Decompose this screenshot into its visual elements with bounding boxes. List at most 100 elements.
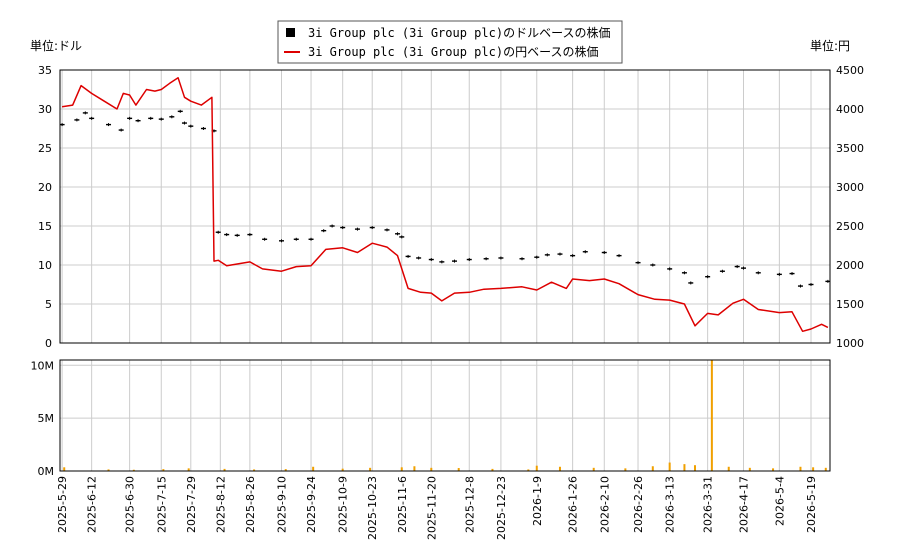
volume-bar [748, 467, 751, 471]
usd-price-point [181, 121, 187, 125]
usd-price-point [439, 260, 445, 264]
usd-price-point [118, 128, 124, 132]
volume-bar [312, 466, 315, 471]
volume-bar [491, 468, 494, 471]
usd-price-point [148, 116, 154, 120]
usd-price-point [741, 266, 747, 270]
axis-labels: 2025-5-29 2025-6-12 2025-6-30 2025-7-15 2025… [31, 64, 865, 540]
usd-price-point [498, 256, 504, 260]
x-tick-label: 2026-5-19 [805, 476, 818, 533]
usd-price-point [262, 237, 268, 241]
usd-price-point [688, 281, 694, 285]
usd-price-point [635, 261, 641, 265]
usd-price-point [106, 123, 112, 127]
x-tick-label: 2025-11-20 [425, 476, 438, 540]
volume-bar [162, 469, 165, 471]
volume-bar [369, 467, 372, 471]
jpy-price-line [61, 77, 829, 333]
volume-y-tick-label: 10M [31, 359, 55, 372]
y-left-tick-label: 15 [38, 220, 52, 233]
x-tick-label: 2026-3-31 [702, 476, 715, 533]
usd-price-point [188, 124, 194, 128]
x-tick-label: 2025-12-8 [463, 476, 476, 533]
volume-bar [253, 469, 256, 471]
usd-price-point [705, 275, 711, 279]
legend-box [277, 20, 623, 64]
usd-price-point [82, 111, 88, 115]
price-grid [60, 69, 830, 344]
usd-price-point [681, 271, 687, 275]
y-right-tick-label: 1500 [836, 298, 864, 311]
usd-price-point [169, 115, 175, 119]
volume-bar [727, 466, 730, 471]
usd-price-point [789, 272, 795, 276]
usd-price-point [451, 259, 457, 263]
volume-bar [400, 467, 403, 471]
y-left-tick-label: 20 [38, 181, 52, 194]
volume-bar [187, 468, 190, 471]
usd-price-point [399, 235, 405, 239]
usd-price-point [601, 251, 607, 255]
volume-y-tick-label: 5M [38, 412, 55, 425]
usd-price-point [416, 256, 422, 260]
x-tick-label: 2025-9-24 [305, 476, 318, 533]
x-tick-label: 2026-1-9 [531, 476, 544, 526]
volume-bar [223, 468, 226, 471]
usd-price-point [200, 127, 206, 130]
usd-price-point [215, 230, 221, 234]
usd-price-point [776, 272, 782, 276]
x-tick-label: 2025-8-12 [214, 476, 227, 533]
x-tick-label: 2025-9-10 [276, 476, 289, 533]
usd-price-point [534, 255, 540, 259]
x-tick-label: 2025-10-23 [366, 476, 379, 540]
y-right-tick-label: 1000 [836, 337, 864, 350]
x-tick-label: 2026-1-26 [567, 476, 580, 533]
legend: 3i Group plc (3i Group plc)のドルベースの株価 3i … [277, 20, 623, 64]
volume-bar [535, 465, 538, 471]
usd-price-point [428, 258, 434, 262]
usd-price-point [369, 226, 375, 230]
volume-bar [624, 468, 627, 471]
y-left-tick-label: 5 [45, 298, 52, 311]
usd-price-point [797, 284, 803, 288]
x-tick-label: 2026-5-4 [773, 476, 786, 526]
usd-price-point [308, 237, 314, 241]
usd-price-point [755, 271, 761, 275]
usd-price-point [293, 237, 299, 241]
usd-price-point [224, 233, 230, 237]
usd-price-point [483, 257, 489, 261]
x-tick-label: 2025-7-15 [155, 476, 168, 533]
usd-price-point [158, 117, 164, 121]
price-plot-frame [59, 69, 831, 344]
volume-grid [60, 360, 830, 472]
y-left-tick-label: 0 [45, 337, 52, 350]
x-tick-label: 2025-10-9 [337, 476, 350, 533]
x-tick-label: 2026-3-13 [664, 476, 677, 533]
volume-bar [132, 469, 135, 471]
y-right-tick-label: 3500 [836, 142, 864, 155]
volume-bars [63, 360, 827, 471]
x-tick-label: 2025-12-23 [495, 476, 508, 540]
volume-bar [107, 469, 110, 471]
usd-price-point [74, 118, 80, 122]
y-right-tick-label: 2000 [836, 259, 864, 272]
usd-price-point [234, 233, 240, 237]
usd-price-point [340, 226, 346, 230]
usd-price-point [544, 253, 550, 257]
volume-bar [693, 465, 696, 471]
usd-price-point [582, 250, 588, 254]
volume-bar [413, 466, 416, 471]
usd-price-point [321, 229, 327, 233]
usd-price-point [405, 254, 411, 258]
volume-bar [592, 467, 595, 471]
usd-price-point [127, 116, 133, 120]
volume-bar [430, 467, 433, 471]
y-left-tick-label: 10 [38, 259, 52, 272]
x-tick-label: 2025-11-6 [396, 476, 409, 533]
usd-price-point [466, 258, 472, 262]
y-right-tick-label: 2500 [836, 220, 864, 233]
right-axis-unit: 単位:円 [810, 38, 850, 53]
y-right-tick-label: 3000 [836, 181, 864, 194]
usd-price-point [354, 227, 360, 231]
